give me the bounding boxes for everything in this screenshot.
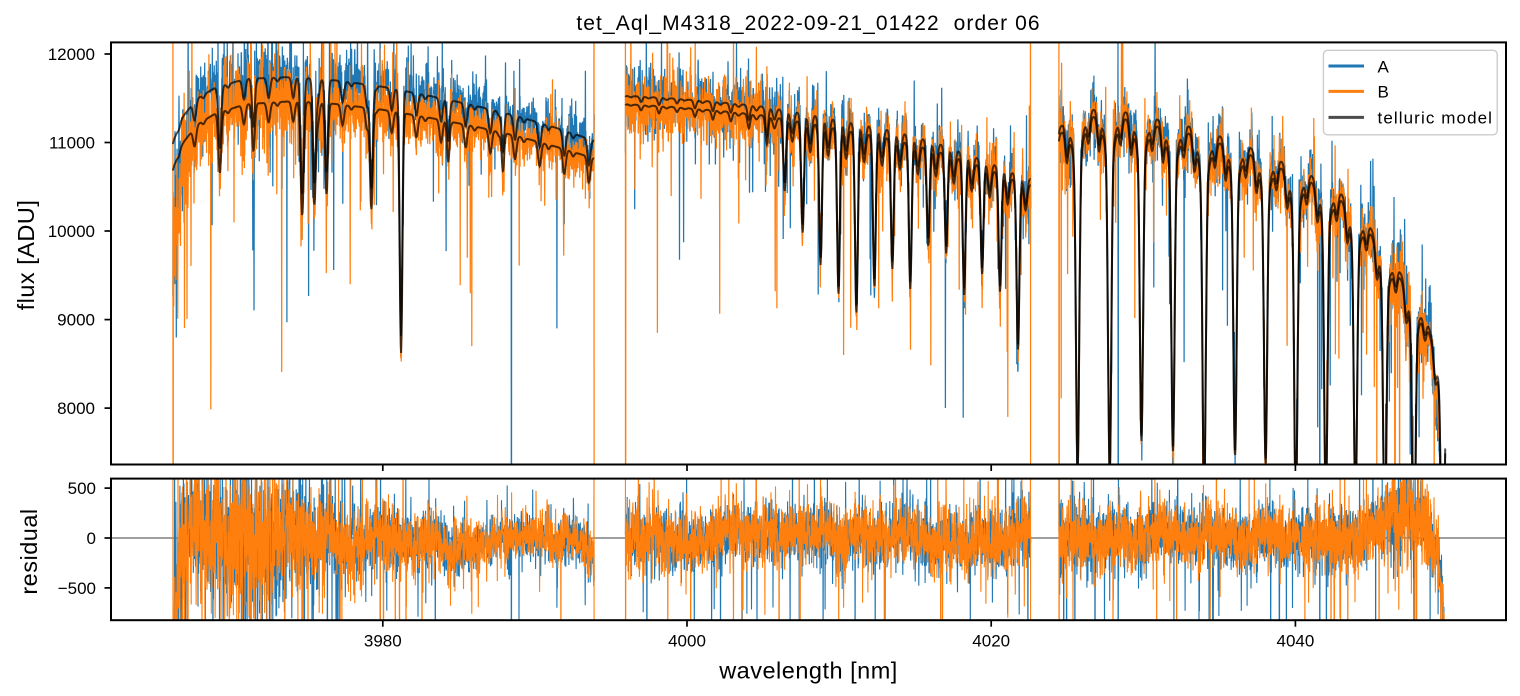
- svg-text:8000: 8000: [57, 399, 95, 418]
- svg-text:4000: 4000: [668, 632, 706, 651]
- svg-text:flux [ADU]: flux [ADU]: [13, 200, 39, 311]
- svg-text:B: B: [1378, 83, 1390, 102]
- svg-text:10000: 10000: [48, 222, 95, 241]
- svg-text:A: A: [1378, 57, 1390, 76]
- svg-text:11000: 11000: [49, 134, 95, 153]
- svg-text:wavelength [nm]: wavelength [nm]: [718, 658, 898, 684]
- svg-text:500: 500: [68, 479, 96, 498]
- svg-text:3980: 3980: [364, 632, 402, 651]
- svg-text:−500: −500: [58, 579, 96, 598]
- svg-text:residual: residual: [16, 508, 42, 594]
- svg-text:9000: 9000: [57, 311, 95, 330]
- svg-text:12000: 12000: [48, 45, 95, 64]
- svg-text:4020: 4020: [972, 632, 1010, 651]
- svg-text:0: 0: [87, 529, 96, 548]
- svg-text:4040: 4040: [1276, 632, 1314, 651]
- svg-text:tet_Aql_M4318_2022-09-21_01422: tet_Aql_M4318_2022-09-21_01422 order 06: [576, 12, 1040, 35]
- svg-text:telluric model: telluric model: [1378, 109, 1494, 128]
